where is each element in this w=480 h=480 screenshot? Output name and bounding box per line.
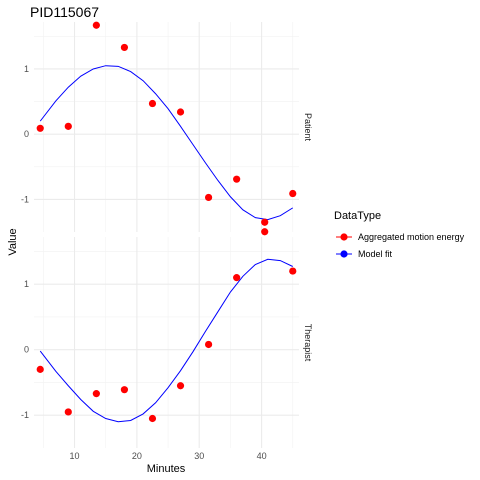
data-point <box>64 122 72 130</box>
legend-key-point <box>340 250 348 258</box>
data-point <box>204 193 213 202</box>
y-tick-label: 0 <box>24 345 29 355</box>
data-point <box>289 189 297 198</box>
strip-label: Patient <box>303 113 313 142</box>
data-point <box>64 408 72 416</box>
data-point <box>36 365 44 373</box>
legend-label: Model fit <box>358 249 393 259</box>
data-point <box>233 274 241 282</box>
strip-label: Therapist <box>303 324 313 362</box>
legend-key-point <box>340 233 348 241</box>
legend: DataType Aggregated motion energy Model f… <box>334 210 465 259</box>
x-tick-label: 10 <box>70 451 80 461</box>
x-tick-label: 30 <box>194 451 204 461</box>
panels: -1 0 1 Patient -1 0 1 Therapist 10 20 30 40 <box>21 21 313 461</box>
data-point <box>289 267 297 275</box>
legend-item: Aggregated motion energy <box>336 232 465 242</box>
panel-therapist: -1 0 1 Therapist <box>21 228 313 448</box>
x-axis-title: Minutes <box>147 463 186 475</box>
data-point <box>233 175 241 183</box>
data-point <box>148 414 157 423</box>
data-point <box>261 218 269 226</box>
data-point <box>176 382 185 390</box>
x-tick-label: 20 <box>132 451 142 461</box>
data-point <box>92 21 100 29</box>
legend-item: Model fit <box>336 249 393 259</box>
grid <box>34 237 299 448</box>
panel-patient: -1 0 1 Patient <box>21 21 313 232</box>
grid <box>34 22 299 232</box>
y-tick-label: -1 <box>21 194 29 204</box>
legend-title: DataType <box>334 210 381 222</box>
x-tick-label: 40 <box>257 451 267 461</box>
data-point <box>92 390 100 398</box>
chart-title: PID115067 <box>30 4 99 20</box>
data-point <box>176 108 185 116</box>
data-point <box>148 99 157 108</box>
y-tick-label: 1 <box>24 279 29 289</box>
data-point <box>204 340 213 349</box>
y-axis-title: Value <box>7 228 19 255</box>
model-fit-line <box>39 65 294 221</box>
legend-label: Aggregated motion energy <box>358 232 465 242</box>
y-tick-label: -1 <box>21 410 29 420</box>
data-point <box>120 386 129 394</box>
data-point <box>120 43 129 52</box>
y-tick-label: 0 <box>24 129 29 139</box>
y-tick-label: 1 <box>24 64 29 74</box>
model-fit-line <box>39 258 293 423</box>
data-point <box>36 124 44 132</box>
data-point <box>261 228 269 236</box>
